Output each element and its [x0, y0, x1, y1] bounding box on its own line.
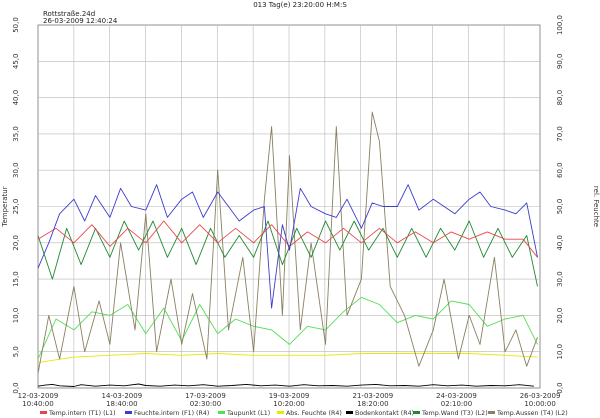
x-tick-time: 02:30:00: [190, 400, 221, 408]
legend-entry: Temp.intern (T1) (L1): [48, 410, 116, 417]
series-line: [37, 184, 538, 309]
y-axis-label-right: rel. Feuchte: [592, 186, 600, 227]
legend-entry: Temp.Wand (T3) (L2): [421, 410, 488, 417]
chart-title: 013 Tag(e) 23:20:00 H:M:S: [253, 1, 347, 9]
legend-swatch: [413, 411, 420, 414]
legend-swatch: [40, 411, 47, 414]
y-tick-left: 30,0: [12, 162, 20, 178]
y-tick-right: 80,0: [556, 90, 564, 106]
file-name: Rottstraße.24d: [43, 10, 96, 18]
y-tick-left: 10,0: [12, 308, 20, 324]
y-tick-left: 45,0: [12, 54, 20, 70]
x-tick-date: 21-03-2009: [353, 392, 394, 400]
legend-swatch: [125, 411, 132, 414]
x-tick-date: 17-03-2009: [185, 392, 226, 400]
y-tick-right: 90,0: [556, 54, 564, 70]
x-tick-time: 18:20:00: [357, 400, 388, 408]
series-line: [37, 220, 538, 258]
series-line: [37, 383, 534, 387]
y-tick-left: 5,0: [12, 346, 20, 357]
x-tick-date: 12-03-2009: [18, 392, 59, 400]
x-tick-time: 10:40:00: [22, 400, 53, 408]
y-tick-right: 10,0: [556, 344, 564, 360]
y-tick-right: 20,0: [556, 308, 564, 324]
y-tick-left: 20,0: [12, 235, 20, 251]
y-tick-right: 30,0: [556, 271, 564, 287]
legend-swatch: [277, 411, 284, 414]
y-tick-right: 50,0: [556, 199, 564, 215]
x-tick-time: 10:20:00: [273, 400, 304, 408]
x-tick-time: 02:10:00: [441, 400, 472, 408]
x-tick-date: 19-03-2009: [269, 392, 310, 400]
series-line: [37, 111, 538, 374]
y-tick-left: 15,0: [12, 271, 20, 287]
y-tick-right: 60,0: [556, 162, 564, 178]
y-tick-left: 25,0: [12, 199, 20, 215]
y-tick-right: 40,0: [556, 235, 564, 251]
legend-entry: Bodenkontakt (R4): [355, 410, 414, 417]
legend-entry: Abs. Feuchte (R4): [286, 410, 342, 417]
legend-swatch: [218, 411, 225, 414]
legend-entry: Taupunkt (L1): [226, 410, 270, 417]
y-tick-right: 100,0: [556, 15, 564, 35]
x-tick-date: 14-03-2009: [101, 392, 142, 400]
series-line: [37, 296, 538, 360]
x-tick-date: 24-03-2009: [436, 392, 477, 400]
legend-swatch: [346, 411, 353, 414]
y-tick-left: 0,0: [12, 382, 20, 393]
legend-entry: Feuchte.intern (F1) (R4): [134, 410, 209, 417]
y-tick-left: 35,0: [12, 126, 20, 142]
y-tick-right: 0,0: [556, 382, 564, 393]
y-tick-left: 40,0: [12, 90, 20, 106]
y-tick-left: 50,0: [12, 17, 20, 33]
export-date: 26-03-2009 12:40:24: [43, 17, 118, 25]
x-tick-date: 26-03-2009: [520, 392, 561, 400]
y-tick-right: 70,0: [556, 126, 564, 142]
y-axis-label-left: Temperatur: [1, 186, 9, 227]
x-tick-time: 18:40:00: [106, 400, 137, 408]
legend-swatch: [488, 411, 495, 414]
x-tick-time: 10:00:00: [524, 400, 555, 408]
legend-entry: Temp.Aussen (T4) (L2): [496, 410, 568, 417]
